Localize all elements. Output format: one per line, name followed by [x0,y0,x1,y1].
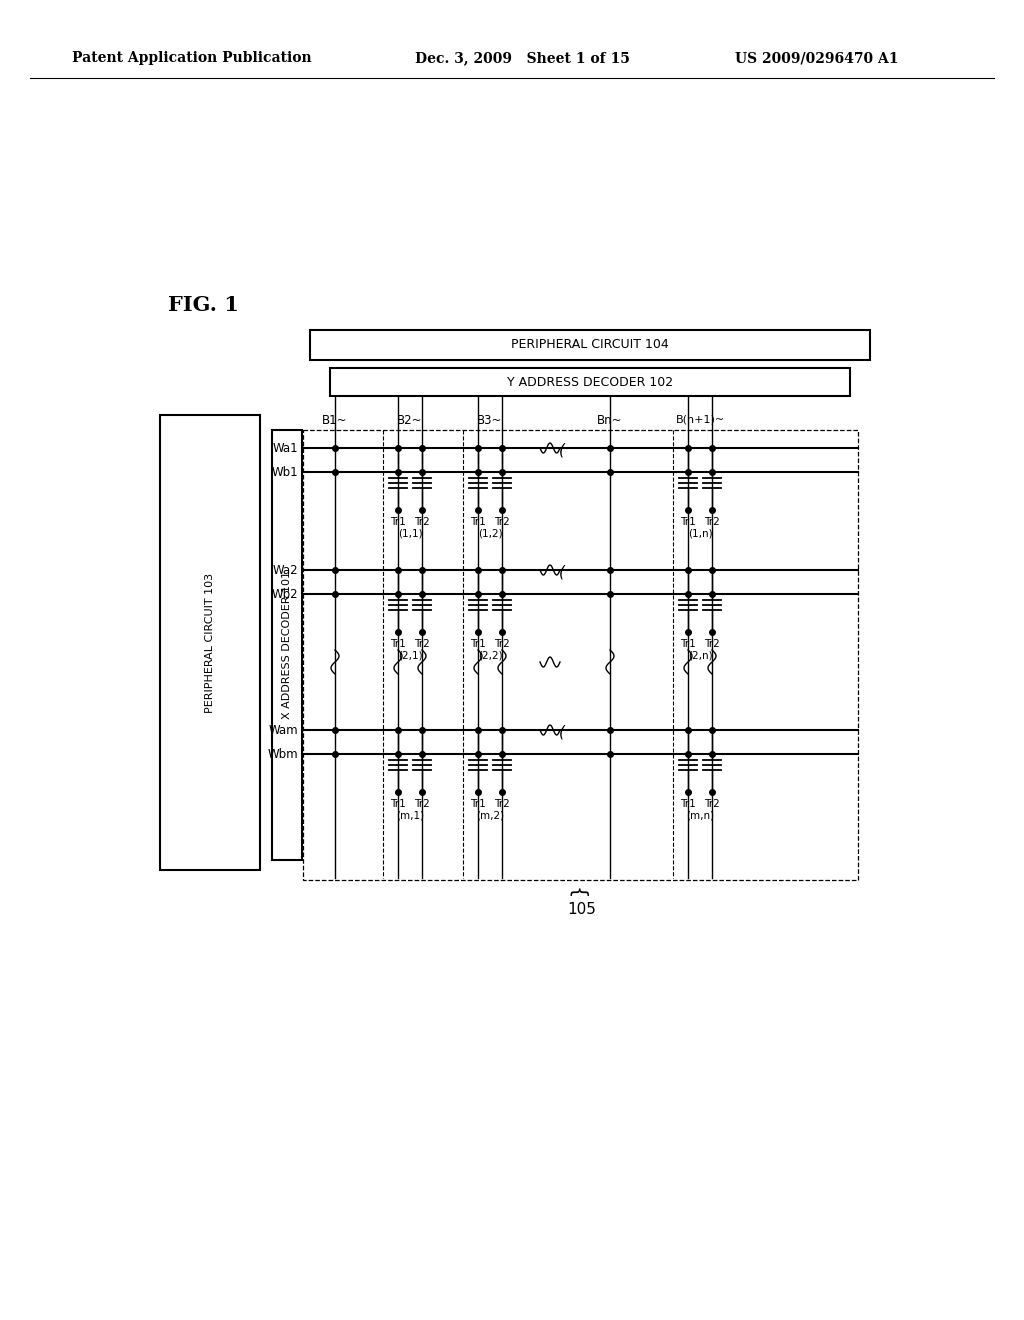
Text: Wa1: Wa1 [272,441,298,454]
Text: Tr2: Tr2 [414,517,430,527]
Text: Tr1: Tr1 [470,517,485,527]
Text: Tr2: Tr2 [705,799,720,809]
Bar [160,414,260,870]
Text: Tr1: Tr1 [680,517,696,527]
Text: 105: 105 [567,903,596,917]
Text: (m,2): (m,2) [476,810,504,821]
Text: Tr1: Tr1 [470,799,485,809]
Text: Wb2: Wb2 [271,587,298,601]
Bar [310,330,870,360]
Text: PERIPHERAL CIRCUIT 104: PERIPHERAL CIRCUIT 104 [511,338,669,351]
Text: Wam: Wam [268,723,298,737]
Text: X ADDRESS DECODER 101: X ADDRESS DECODER 101 [282,572,292,719]
Text: Tr2: Tr2 [495,517,510,527]
Text: Tr1: Tr1 [680,639,696,649]
Text: Wb1: Wb1 [271,466,298,479]
Text: Wa2: Wa2 [272,564,298,577]
Text: (: ( [559,442,565,458]
Text: Tr1: Tr1 [390,639,406,649]
Text: Tr2: Tr2 [705,639,720,649]
Text: Dec. 3, 2009   Sheet 1 of 15: Dec. 3, 2009 Sheet 1 of 15 [415,51,630,65]
Text: (: ( [559,565,565,579]
Text: B1~: B1~ [323,413,348,426]
Text: FIG. 1: FIG. 1 [168,294,239,315]
Text: B2~: B2~ [397,413,423,426]
Text: B3~: B3~ [477,413,503,426]
Text: (m,1): (m,1) [396,810,424,821]
Text: B(n+1)~: B(n+1)~ [676,414,725,425]
Text: (1,1): (1,1) [397,529,422,539]
Bar [330,368,850,396]
Bar [272,430,302,861]
Text: Tr2: Tr2 [414,799,430,809]
Text: {: { [567,887,587,899]
Bar [303,430,858,880]
Text: Tr2: Tr2 [414,639,430,649]
Text: Y ADDRESS DECODER 102: Y ADDRESS DECODER 102 [507,375,673,388]
Text: (2,2): (2,2) [477,651,503,661]
Text: (2,1): (2,1) [397,651,422,661]
Text: PERIPHERAL CIRCUIT 103: PERIPHERAL CIRCUIT 103 [205,573,215,713]
Text: (1,n): (1,n) [688,529,713,539]
Text: Tr1: Tr1 [470,639,485,649]
Text: Patent Application Publication: Patent Application Publication [72,51,311,65]
Text: Bn~: Bn~ [597,413,623,426]
Text: Tr1: Tr1 [680,799,696,809]
Text: Tr1: Tr1 [390,799,406,809]
Text: Tr1: Tr1 [390,517,406,527]
Text: Tr2: Tr2 [495,639,510,649]
Text: Wbm: Wbm [267,747,298,760]
Text: (: ( [559,725,565,739]
Text: Tr2: Tr2 [495,799,510,809]
Text: (2,n): (2,n) [688,651,713,661]
Text: US 2009/0296470 A1: US 2009/0296470 A1 [735,51,898,65]
Text: (1,2): (1,2) [477,529,503,539]
Text: Tr2: Tr2 [705,517,720,527]
Text: (m,n): (m,n) [686,810,714,821]
